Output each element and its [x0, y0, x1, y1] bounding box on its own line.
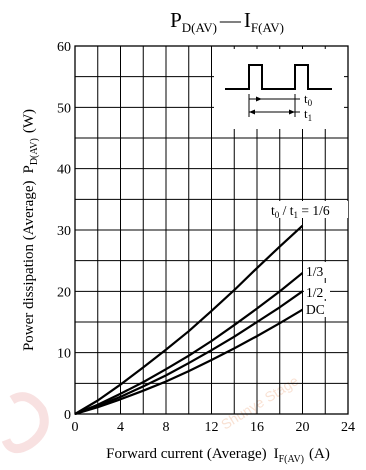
title-sub-1: D(AV): [182, 20, 217, 35]
x-axis-label-text: Forward current (Average): [106, 446, 266, 462]
series-line-2: [74, 290, 304, 416]
y-axis-symbol: P: [21, 165, 37, 173]
series-labels: t0 / t1 = 1/6 1/3 1/2 DC: [268, 201, 348, 317]
y-tick-label-10: 10: [57, 347, 71, 362]
x-axis-label: Forward current (Average) IF(AV) (A): [106, 446, 330, 465]
label-bg-1-6: [268, 201, 348, 218]
series-label-dc: DC: [306, 302, 325, 317]
t1-arrow-head-right: [289, 109, 295, 115]
y-axis-subscript: D(AV): [29, 138, 40, 165]
y-tick-label-30: 30: [57, 224, 71, 239]
title-main-1: P: [170, 8, 182, 32]
title-main-2: I: [244, 8, 251, 32]
series-label-1-3: 1/3: [306, 264, 324, 279]
x-tick-label-12: 12: [205, 420, 219, 435]
label-bg-1-3: [304, 262, 330, 278]
inset-label-t1: t1: [304, 106, 312, 123]
y-axis-label: Power dissipation (Average) PD(AV) (W): [21, 109, 40, 351]
x-axis-symbol: I: [274, 446, 279, 462]
inset-label-t0: t0: [304, 91, 313, 108]
series-label-1-6: t0 / t1 = 1/6: [271, 203, 330, 220]
pulse-waveform: [225, 64, 332, 90]
y-axis-unit: (W): [21, 109, 37, 133]
label-bg-1-2: [304, 283, 330, 299]
x-axis-unit: (A): [309, 446, 330, 462]
y-tick-label-60: 60: [57, 40, 71, 55]
y-tick-label-40: 40: [57, 163, 71, 178]
x-tick-label-24: 24: [341, 420, 355, 435]
y-tick-label-20: 20: [57, 285, 71, 300]
title-dash: —: [219, 8, 242, 32]
y-tick-label-0: 0: [64, 408, 71, 423]
x-tick-label-8: 8: [163, 420, 170, 435]
title-sub-2: F(AV): [251, 20, 284, 35]
x-tick-label-16: 16: [250, 420, 264, 435]
tick-labels: 0 4 8 12 16 20 24 0 10 20 30 40 50 60: [57, 40, 355, 435]
series-line-1: [74, 272, 304, 416]
y-axis-label-text: Power dissipation (Average): [21, 181, 37, 352]
series-lines: [74, 224, 304, 416]
series-label-1-2: 1/2: [306, 285, 323, 300]
t0-arrow-head: [256, 96, 262, 102]
plot-frame: [74, 45, 349, 415]
x-axis-subscript: F(AV): [279, 454, 304, 465]
series-line-3: [74, 308, 304, 416]
x-tick-label-4: 4: [117, 420, 124, 435]
label-bg-dc: [304, 301, 330, 317]
x-tick-label-20: 20: [296, 420, 310, 435]
x-tick-label-0: 0: [72, 420, 79, 435]
chart-title: PD(AV) — IF(AV): [170, 8, 284, 35]
t1-arrow-head-left: [249, 109, 255, 115]
y-tick-label-50: 50: [57, 101, 71, 116]
inset-waveform: t0 t1: [214, 49, 344, 129]
series-line-0: [74, 224, 304, 415]
